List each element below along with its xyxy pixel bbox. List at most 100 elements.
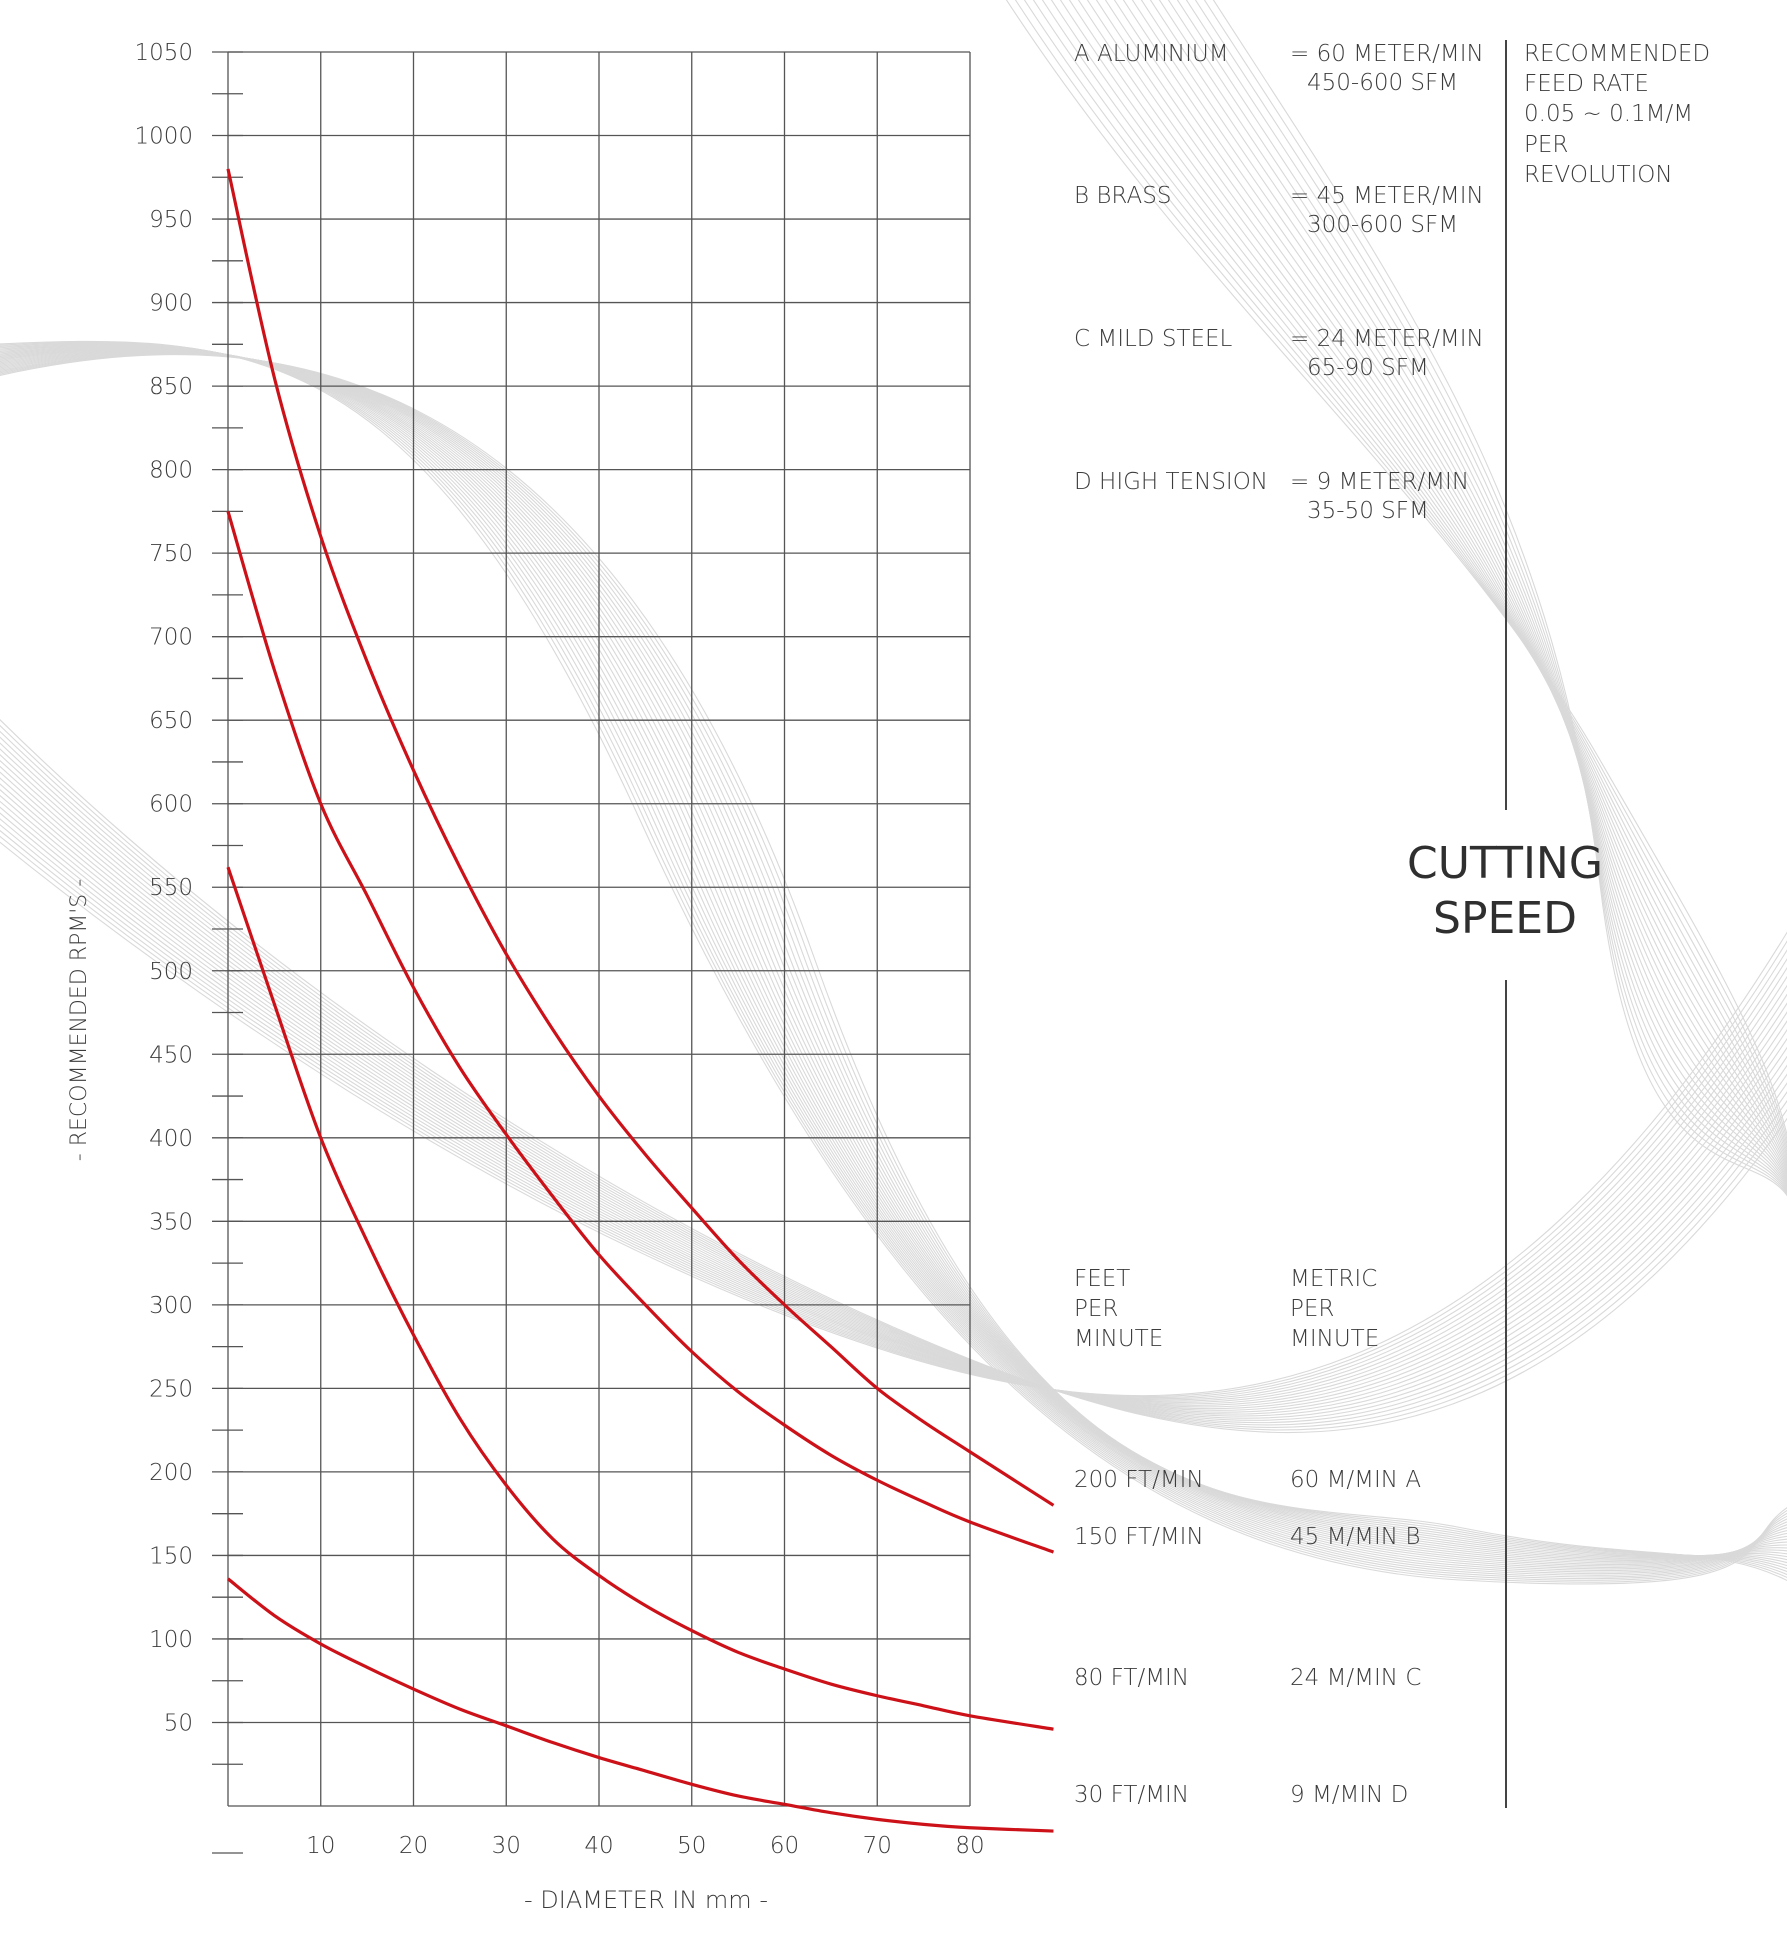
material-speed: = 60 METER/MIN <box>1290 41 1484 67</box>
background-wave <box>1194 0 1787 1194</box>
background-wave <box>0 342 1787 1580</box>
y-tick-label: 950 <box>149 207 193 233</box>
background-wave <box>0 742 1787 1424</box>
y-tick-label: 150 <box>149 1543 193 1569</box>
background-waves <box>0 0 1787 1585</box>
background-wave <box>0 352 1787 1570</box>
background-wave <box>0 340 1787 1585</box>
y-axis: 50 100 150 200 250 300 350 400 450 500 550 600 650 70… <box>134 40 243 1854</box>
material-speed: = 45 METER/MIN <box>1290 183 1484 209</box>
background-wave <box>0 765 1787 1415</box>
background-wave <box>0 748 1787 1421</box>
y-tick-label: 100 <box>149 1627 193 1653</box>
background-wave <box>0 344 1787 1575</box>
y-tick-label: 900 <box>149 291 193 317</box>
y-tick-label: 1050 <box>134 40 193 66</box>
y-axis-label: - RECOMMENDED RPM'S - <box>67 879 92 1161</box>
background-wave <box>0 724 1787 1431</box>
material-sfm: 35-50 SFM <box>1307 498 1429 524</box>
feed-rate-line: 0.05 ~ 0.1M/M <box>1524 101 1693 127</box>
background-wave <box>0 343 1787 1578</box>
y-tick-label: 1000 <box>134 124 193 150</box>
background-wave <box>0 753 1787 1419</box>
background-wave <box>0 350 1787 1559</box>
feed-rate-line: PER <box>1524 132 1568 158</box>
title-line-2: SPEED <box>1433 893 1577 944</box>
metric-header: MINUTE <box>1290 1326 1379 1352</box>
y-tick-label: 250 <box>149 1376 193 1402</box>
background-wave <box>0 829 1787 1399</box>
x-tick-label: 60 <box>770 1833 799 1859</box>
feet-header: MINUTE <box>1074 1326 1163 1352</box>
background-wave <box>0 342 1787 1581</box>
background-wave <box>0 835 1787 1398</box>
curve-label-feet: 200 FT/MIN <box>1074 1467 1204 1493</box>
background-wave <box>0 353 1787 1582</box>
background-wave <box>0 345 1787 1572</box>
background-wave <box>0 348 1787 1563</box>
curve-label-metric: 45 M/MIN B <box>1290 1524 1420 1550</box>
x-tick-label: 80 <box>955 1833 984 1859</box>
background-wave <box>0 351 1787 1567</box>
background-wave <box>0 348 1787 1564</box>
metric-header: PER <box>1290 1296 1334 1322</box>
x-tick-label: 70 <box>863 1833 892 1859</box>
material-sfm: 65-90 SFM <box>1307 355 1429 381</box>
curve-label-feet: 30 FT/MIN <box>1074 1782 1189 1808</box>
background-wave <box>0 824 1787 1400</box>
metric-header: METRIC <box>1290 1266 1377 1292</box>
y-tick-label: 600 <box>149 792 193 818</box>
y-tick-label: 50 <box>164 1710 193 1736</box>
material-name: B BRASS <box>1074 183 1171 209</box>
background-wave <box>0 347 1787 1567</box>
background-wave <box>0 736 1787 1426</box>
background-wave <box>0 344 1787 1576</box>
curve-labels: 200 FT/MIN 60 M/MIN A 150 FT/MIN 45 M/MI… <box>1074 1467 1421 1808</box>
y-tick-label: 400 <box>149 1126 193 1152</box>
background-wave <box>0 349 1787 1560</box>
material-sfm: 450-600 SFM <box>1307 70 1458 96</box>
chart-grid <box>227 51 971 1807</box>
background-wave <box>0 347 1787 1566</box>
background-wave <box>0 351 1787 1564</box>
x-tick-label: 10 <box>306 1833 335 1859</box>
material-sfm: 300-600 SFM <box>1307 212 1458 238</box>
background-wave <box>0 841 1787 1397</box>
background-wave <box>0 806 1787 1404</box>
x-axis: 10 20 30 40 50 60 70 80 <box>306 1833 985 1859</box>
background-wave <box>0 350 1787 1561</box>
y-tick-label: 700 <box>149 625 193 651</box>
feet-header: FEET <box>1074 1266 1130 1292</box>
curve-label-feet: 150 FT/MIN <box>1074 1524 1204 1550</box>
curve-label-metric: 24 M/MIN C <box>1290 1665 1421 1691</box>
y-tick-label: 450 <box>149 1042 193 1068</box>
material-speed: = 9 METER/MIN <box>1290 469 1469 495</box>
background-wave <box>0 349 1787 1562</box>
curve-label-metric: 60 M/MIN A <box>1290 1467 1421 1493</box>
background-wave <box>0 345 1787 1573</box>
curve-label-metric: 9 M/MIN D <box>1290 1782 1408 1808</box>
x-tick-label: 20 <box>399 1833 428 1859</box>
background-wave <box>0 718 1787 1434</box>
series-line-c <box>226 866 1054 1731</box>
y-tick-label: 550 <box>149 875 193 901</box>
background-wave <box>0 818 1787 1401</box>
x-axis-label: - DIAMETER IN mm - <box>524 1886 768 1914</box>
material-name: A ALUMINIUM <box>1074 41 1229 67</box>
background-wave <box>0 759 1787 1417</box>
feed-rate-line: FEED RATE <box>1524 71 1649 97</box>
y-tick-label: 650 <box>149 708 193 734</box>
series-line-b <box>226 510 1055 1554</box>
background-wave <box>0 789 1787 1408</box>
background-wave <box>0 730 1787 1428</box>
material-name: C MILD STEEL <box>1074 326 1233 352</box>
background-wave <box>0 346 1787 1570</box>
background-wave <box>0 812 1787 1402</box>
y-tick-label: 500 <box>149 959 193 985</box>
material-speed: = 24 METER/MIN <box>1290 326 1484 352</box>
column-headers: FEET PER MINUTE METRIC PER MINUTE <box>1074 1266 1379 1352</box>
title-line-1: CUTTING <box>1407 838 1603 889</box>
y-tick-label: 350 <box>149 1209 193 1235</box>
x-tick-label: 30 <box>492 1833 521 1859</box>
